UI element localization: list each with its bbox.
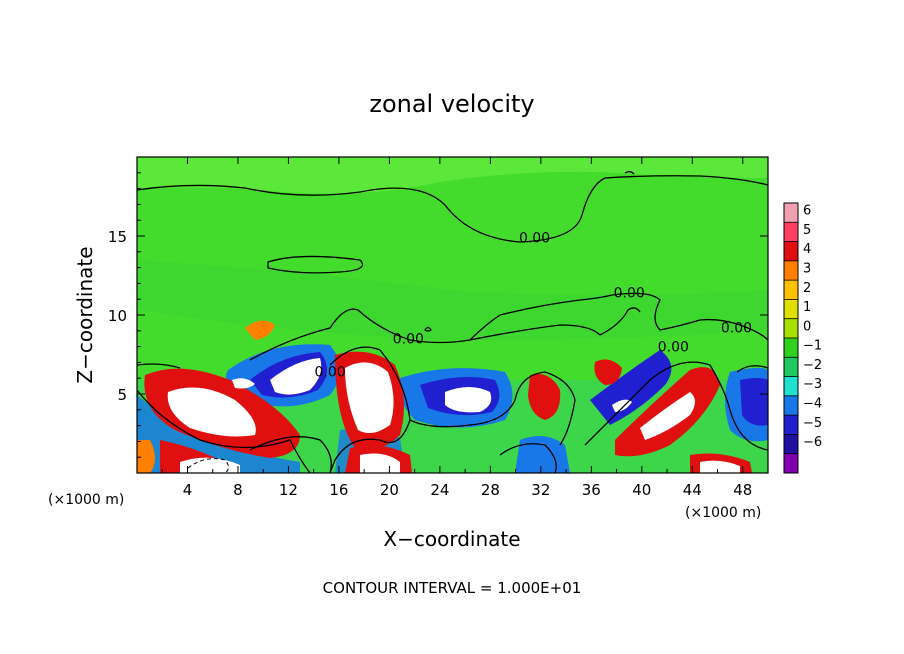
- colorbar-tick-label: −2: [803, 358, 822, 373]
- mid-layer-shading: [137, 260, 768, 340]
- white-core-7: [360, 453, 400, 473]
- contour-closed-small: [267, 255, 364, 274]
- colorbar-tick-label: −4: [803, 397, 822, 412]
- contour-mid-2: [469, 324, 601, 341]
- colorbar-tick-label: 6: [803, 204, 811, 219]
- colorbar-tick-label: 2: [803, 281, 811, 296]
- x-tick-label: 4: [183, 481, 193, 499]
- contour-lower-1: [137, 389, 311, 473]
- colorbar-swatch-2: [784, 241, 798, 262]
- white-core-4: [445, 387, 492, 413]
- white-core-6: [180, 457, 240, 473]
- colorbar-swatch-10: [784, 395, 798, 416]
- positive-region-3: [528, 374, 561, 420]
- colorbar-swatch-9: [784, 376, 798, 397]
- x-tick-label: 44: [683, 481, 702, 499]
- colorbar-tick-label: 0: [803, 319, 811, 334]
- contour-label-1: 0.00: [614, 286, 645, 302]
- upper-layer-shading: [137, 157, 768, 194]
- colorbar-tick-label: −6: [803, 435, 822, 450]
- x-tick-label: 32: [531, 481, 550, 499]
- x-unit-left: (×1000 m): [48, 492, 124, 508]
- colorbar-swatch-1: [784, 222, 798, 243]
- colorbar-swatch-11: [784, 415, 798, 435]
- x-axis-label: X−coordinate: [383, 527, 520, 551]
- x-tick-label: 24: [430, 481, 449, 499]
- colorbar-swatch-13: [784, 453, 798, 474]
- colorbar-swatch-12: [784, 434, 798, 455]
- y-axis-ticks: 5 10 15: [108, 172, 768, 458]
- x-unit-right: (×1000 m): [685, 505, 761, 521]
- x-tick-label: 28: [481, 481, 500, 499]
- x-tick-label: 40: [632, 481, 651, 499]
- contour-lower-3: [409, 371, 576, 446]
- white-core-8: [700, 460, 740, 473]
- negative-region-5: [590, 350, 672, 425]
- white-core-2: [345, 362, 394, 434]
- positive-region-10: [137, 440, 155, 473]
- colorbar-tick-label: −3: [803, 377, 822, 392]
- white-core-9: [232, 378, 255, 389]
- y-axis-label: Z−coordinate: [73, 246, 97, 383]
- negative-contour-dashed: [187, 458, 229, 473]
- colorbar-swatch-8: [784, 357, 798, 378]
- contour-lower-6: [137, 363, 181, 369]
- colorbar-tick-label: −1: [803, 339, 822, 354]
- x-tick-label: 16: [329, 481, 348, 499]
- contour-interval-note: CONTOUR INTERVAL = 1.000E+01: [323, 579, 582, 597]
- colorbar-tick-label: 5: [803, 223, 811, 238]
- negative-region-8: [740, 378, 768, 426]
- colorbar-swatch-0: [784, 203, 798, 223]
- colorbar-tick-label: 4: [803, 242, 811, 257]
- colorbar-swatch-4: [784, 280, 798, 300]
- contour-label-3: 0.00: [315, 365, 346, 381]
- positive-region-5: [594, 359, 622, 385]
- y-tick-label: 5: [117, 386, 127, 404]
- contour-label-0: 0.00: [519, 230, 550, 246]
- colorbar-swatch-7: [784, 338, 798, 358]
- x-tick-label: 8: [233, 481, 243, 499]
- colorbar-tick-label: 1: [803, 300, 811, 315]
- positive-region-6: [245, 320, 275, 340]
- contour-label-4: 0.00: [658, 339, 689, 355]
- white-core-3: [270, 358, 322, 395]
- white-core-1: [167, 387, 256, 437]
- contour-mid: [249, 292, 768, 361]
- contour-lower-4: [584, 361, 768, 451]
- contour-dot: [624, 171, 635, 175]
- x-axis-ticks: 4 8 12 16 20 24 28 32 36 40 44 48: [161, 157, 752, 499]
- colorbar-tick-label: −5: [803, 416, 822, 431]
- plot-area: 0.00 0.00 0.00 0.00 0.00 0.00: [137, 157, 768, 473]
- contour-lines: [137, 171, 768, 473]
- colorbar-tick-label: 3: [803, 262, 811, 277]
- colorbar-swatch-6: [784, 318, 798, 339]
- chart-title: zonal velocity: [369, 90, 534, 118]
- y-tick-label: 10: [108, 307, 127, 325]
- contour-mid-3: [599, 307, 641, 336]
- contour-lower-8: [249, 436, 332, 473]
- x-tick-label: 20: [380, 481, 399, 499]
- white-core-5: [640, 392, 695, 440]
- contour-upper: [137, 175, 768, 243]
- x-tick-label: 12: [279, 481, 298, 499]
- y-tick-label: 15: [108, 228, 127, 246]
- colorbar-swatch-5: [784, 299, 798, 320]
- contour-labels: 0.00 0.00 0.00 0.00 0.00 0.00: [315, 230, 753, 380]
- dashed-contour: [187, 458, 229, 473]
- contour-label-2: 0.00: [393, 331, 424, 347]
- contour-lower-5: [736, 365, 768, 373]
- contour-label-5: 0.00: [721, 320, 752, 336]
- contour-lower-9: [499, 443, 557, 473]
- colorbar: 6 5 4 3 2 1 0 −1 −2 −3 −4 −5 −6: [783, 202, 822, 474]
- x-tick-label: 36: [582, 481, 601, 499]
- colorbar-swatch-3: [784, 260, 798, 281]
- x-tick-label: 48: [733, 481, 752, 499]
- contour-lower-7: [424, 326, 432, 332]
- lower-disturbance-field: [137, 320, 768, 473]
